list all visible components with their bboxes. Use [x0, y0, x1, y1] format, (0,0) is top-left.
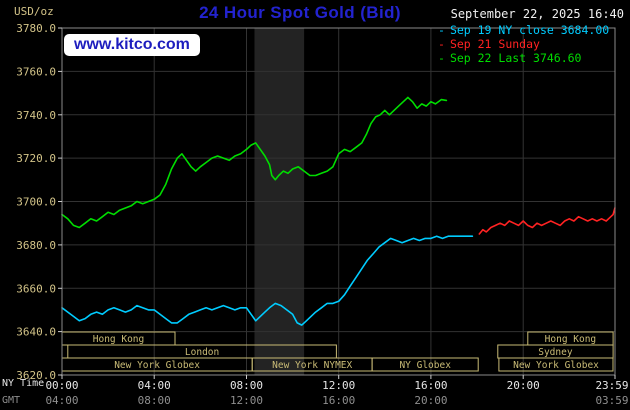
ny-time-axis-label: NY Time — [2, 378, 45, 389]
session-box-new-york-globex — [498, 357, 614, 372]
x-tick-label-gmt: 12:00 — [230, 394, 263, 407]
legend-dash-icon: - — [438, 23, 445, 37]
session-label-london: London — [185, 347, 219, 358]
x-tick-label-ny: 08:00 — [230, 379, 263, 392]
series-line-sep-22-last — [61, 96, 448, 229]
y-tick-label: 3760.0 — [16, 65, 56, 78]
x-tick-label-ny: 00:00 — [45, 379, 78, 392]
x-tick-label-ny: 04:00 — [138, 379, 171, 392]
legend-label: Sep 19 NY close 3684.00 — [449, 23, 610, 37]
x-tick-label-ny: 16:00 — [414, 379, 447, 392]
session-label-sydney: Sydney — [538, 347, 573, 358]
session-label-new-york-nymex: New York NYMEX — [272, 360, 352, 371]
x-tick-label-ny: 12:00 — [322, 379, 355, 392]
y-tick-label: 3620.0 — [16, 369, 56, 382]
legend-label: Sep 21 Sunday — [449, 37, 540, 51]
y-tick-label: 3700.0 — [16, 196, 56, 209]
x-tick-label-ny: 20:00 — [507, 379, 540, 392]
legend-label: Sep 22 Last 3746.60 — [449, 51, 582, 65]
x-tick-label-gmt: 03:59 — [595, 394, 628, 407]
y-tick-label: 3680.0 — [16, 239, 56, 252]
session-label-hong-kong: Hong Kong — [93, 334, 144, 345]
series-line-sep-19-ny-close — [61, 235, 474, 326]
y-tick-label: 3720.0 — [16, 152, 56, 165]
price-unit-label: USD/oz — [14, 5, 54, 18]
x-tick-label-ny: 23:59 — [595, 379, 628, 392]
session-label-new-york-globex: New York Globex — [114, 360, 200, 371]
legend-item-sep19-close: - Sep 19 NY close 3684.00 — [438, 23, 609, 37]
session-box-ny-globex — [371, 357, 479, 372]
x-tick-label-gmt: 08:00 — [138, 394, 171, 407]
legend-dash-icon: - — [438, 37, 445, 51]
kitco-link[interactable]: www.kitco.com — [64, 34, 200, 56]
y-tick-label: 3740.0 — [16, 109, 56, 122]
y-tick-label: 3780.0 — [16, 22, 56, 35]
y-tick-label: 3640.0 — [16, 326, 56, 339]
legend: - Sep 19 NY close 3684.00 - Sep 21 Sunday … — [438, 23, 609, 65]
legend-item-sep22-last: - Sep 22 Last 3746.60 — [438, 51, 609, 65]
session-label-new-york-globex: New York Globex — [513, 360, 599, 371]
x-tick-label-gmt: 16:00 — [322, 394, 355, 407]
legend-dash-icon: - — [438, 51, 445, 65]
x-tick-label-gmt: 20:00 — [414, 394, 447, 407]
chart-datetime: September 22, 2025 16:40 — [450, 7, 624, 21]
series-line-sep-21-sunday — [478, 207, 616, 235]
page-title: 24 Hour Spot Gold (Bid) — [199, 3, 401, 22]
session-label-hong-kong: Hong Kong — [545, 334, 596, 345]
x-tick-label-gmt: 04:00 — [45, 394, 78, 407]
legend-item-sep21-sunday: - Sep 21 Sunday — [438, 37, 609, 51]
gmt-axis-label: GMT — [2, 395, 21, 406]
session-label-ny-globex: NY Globex — [399, 360, 451, 371]
y-tick-label: 3660.0 — [16, 282, 56, 295]
